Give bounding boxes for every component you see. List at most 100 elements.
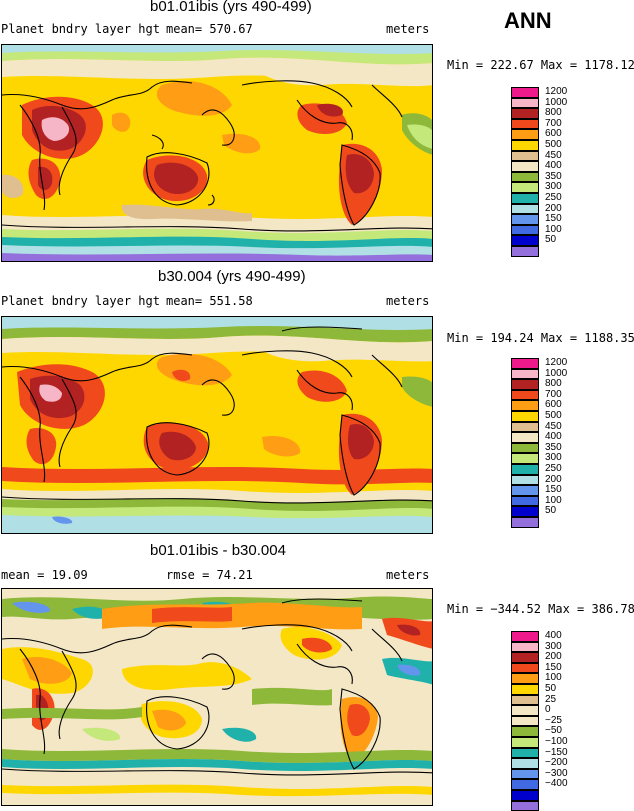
panel2-mean-label: mean= 551.58 <box>166 294 253 308</box>
panel3-minmax-label: Min = −344.52 Max = 386.78 <box>447 602 634 616</box>
panel1-units-label: meters <box>386 22 429 36</box>
legend-label: 100 <box>545 673 562 683</box>
panel3-mean-label: mean = 19.09 <box>1 568 88 582</box>
panel2-title: b30.004 (yrs 490-499) <box>158 268 306 285</box>
legend-label: −50 <box>545 726 562 736</box>
legend-swatch <box>511 453 539 464</box>
legend-swatch <box>511 129 539 140</box>
legend-swatch <box>511 182 539 193</box>
legend-swatch <box>511 422 539 433</box>
legend-swatch <box>511 748 539 759</box>
legend-label: 250 <box>545 464 562 474</box>
legend-swatch <box>511 716 539 727</box>
legend-label: −25 <box>545 716 562 726</box>
legend-swatch <box>511 87 539 98</box>
panel1-map-field <box>2 45 433 262</box>
legend-swatch <box>511 769 539 780</box>
season-label: ANN <box>504 8 552 34</box>
panel3-map <box>1 588 433 806</box>
panel1-title: b01.01ibis (yrs 490-499) <box>150 0 312 15</box>
panel1-mean-label: mean= 570.67 <box>166 22 253 36</box>
legend-swatch <box>511 737 539 748</box>
panel1-minmax-label: Min = 222.67 Max = 1178.12 <box>447 58 634 72</box>
legend-label: 450 <box>545 422 562 432</box>
legend-label: 100 <box>545 496 562 506</box>
legend-swatch <box>511 631 539 642</box>
legend-swatch <box>511 400 539 411</box>
legend-swatch <box>511 464 539 475</box>
legend-label: 50 <box>545 506 556 516</box>
legend-label: 800 <box>545 108 562 118</box>
panel3-map-field <box>2 589 433 806</box>
legend-swatch <box>511 246 539 257</box>
legend-label: −100 <box>545 737 568 747</box>
legend-swatch <box>511 172 539 183</box>
legend-swatch <box>511 369 539 380</box>
legend-label: 1000 <box>545 369 567 379</box>
legend-swatch <box>511 443 539 454</box>
legend-label: 1200 <box>545 358 567 368</box>
legend-swatch <box>511 475 539 486</box>
panel1-map <box>1 44 433 262</box>
legend-label: −400 <box>545 779 568 789</box>
legend-swatch <box>511 358 539 369</box>
legend-swatch <box>511 758 539 769</box>
legend-label: 300 <box>545 453 562 463</box>
legend-label: −150 <box>545 748 568 758</box>
legend-label: 200 <box>545 652 562 662</box>
legend-swatch <box>511 485 539 496</box>
legend-label: 700 <box>545 390 562 400</box>
legend-label: 400 <box>545 161 562 171</box>
panel2-map <box>1 316 433 534</box>
legend-swatch <box>511 695 539 706</box>
panel3-rmse-label: rmse = 74.21 <box>166 568 253 582</box>
legend-swatch <box>511 204 539 215</box>
panel2-minmax-label: Min = 194.24 Max = 1188.35 <box>447 331 634 345</box>
legend-swatch <box>511 119 539 130</box>
legend-label: 300 <box>545 182 562 192</box>
legend-swatch <box>511 663 539 674</box>
legend-label: 700 <box>545 119 562 129</box>
legend-label: 200 <box>545 475 562 485</box>
panel3-units-label: meters <box>386 568 429 582</box>
legend-label: 350 <box>545 443 562 453</box>
legend-label: 0 <box>545 705 551 715</box>
panel2-units-label: meters <box>386 294 429 308</box>
legend-swatch <box>511 779 539 790</box>
legend-label: 200 <box>545 204 562 214</box>
legend-label: 1200 <box>545 87 567 97</box>
legend-label: −200 <box>545 758 568 768</box>
legend-swatch <box>511 673 539 684</box>
panel2-variable-label: Planet bndry layer hgt <box>1 294 160 308</box>
legend-swatch <box>511 140 539 151</box>
legend-label: 500 <box>545 140 562 150</box>
legend-swatch <box>511 214 539 225</box>
legend-label: 50 <box>545 235 556 245</box>
legend-label: 25 <box>545 695 556 705</box>
legend-swatch <box>511 705 539 716</box>
legend-swatch <box>511 726 539 737</box>
legend-swatch <box>511 790 539 801</box>
legend-label: 150 <box>545 485 562 495</box>
legend-swatch <box>511 161 539 172</box>
legend-label: 450 <box>545 151 562 161</box>
legend-label: 150 <box>545 663 562 673</box>
legend-label: 600 <box>545 129 562 139</box>
legend-swatch <box>511 225 539 236</box>
legend-label: 500 <box>545 411 562 421</box>
legend-swatch <box>511 98 539 109</box>
legend-swatch <box>511 108 539 119</box>
legend-label: 1000 <box>545 98 567 108</box>
legend-label: 250 <box>545 193 562 203</box>
legend-label: 350 <box>545 172 562 182</box>
legend-swatch <box>511 432 539 443</box>
legend-swatch <box>511 390 539 401</box>
legend-label: 150 <box>545 214 562 224</box>
legend-swatch <box>511 151 539 162</box>
legend-swatch <box>511 642 539 653</box>
legend-swatch <box>511 235 539 246</box>
legend-swatch <box>511 193 539 204</box>
panel1-variable-label: Planet bndry layer hgt <box>1 22 160 36</box>
legend-label: 400 <box>545 432 562 442</box>
legend-swatch <box>511 379 539 390</box>
